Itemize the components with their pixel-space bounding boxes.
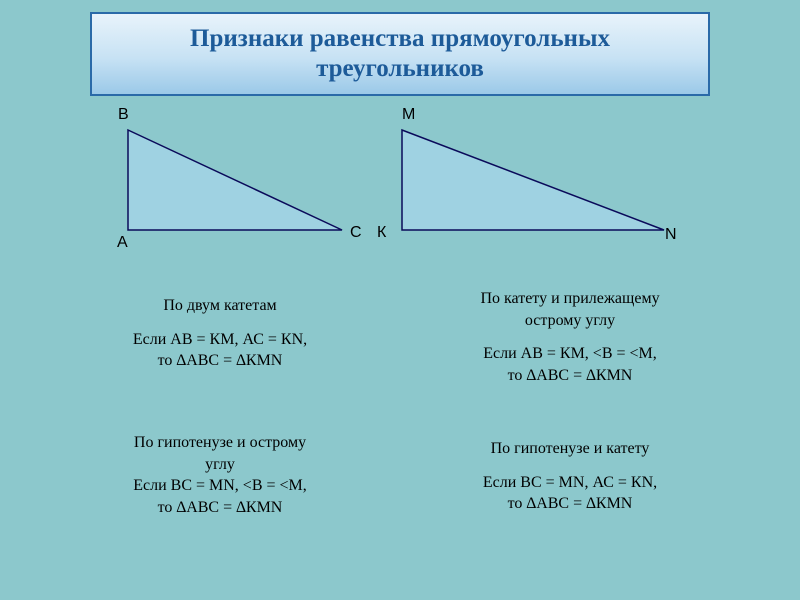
theorem-4-cond: Если ВС = МN, АС = КN,: [420, 472, 720, 494]
triangle-kmn: [392, 120, 672, 240]
theorem-3-res: то ∆АВС = ∆КМN: [80, 497, 360, 519]
title-line-2: треугольников: [316, 55, 484, 82]
theorem-1-res: то ∆АВС = ∆КМN: [80, 350, 360, 372]
triangle-kmn-poly: [402, 130, 664, 230]
theorem-3-cond: Если ВС = МN, <В = <М,: [80, 475, 360, 497]
slide-root: Признаки равенства прямоугольных треугол…: [0, 0, 800, 600]
theorem-2-res: то ∆АВС = ∆КМN: [420, 365, 720, 387]
theorem-1-title: По двум катетам: [80, 295, 360, 317]
vertex-label-k: К: [377, 224, 386, 242]
vertex-label-c: С: [350, 224, 362, 242]
theorem-leg-angle: По катету и прилежащему острому углу Есл…: [420, 288, 720, 386]
theorem-two-legs: По двум катетам Если АВ = КМ, АС = КN, т…: [80, 295, 360, 372]
title-box: Признаки равенства прямоугольных треугол…: [90, 12, 710, 96]
theorem-1-cond: Если АВ = КМ, АС = КN,: [80, 329, 360, 351]
theorem-4-title: По гипотенузе и катету: [420, 438, 720, 460]
theorem-4-res: то ∆АВС = ∆КМN: [420, 493, 720, 515]
triangle-abc: [118, 120, 348, 240]
vertex-label-m: М: [402, 106, 415, 124]
theorem-2-title-l2: острому углу: [420, 310, 720, 332]
vertex-label-n: N: [665, 226, 677, 244]
vertex-label-a: А: [117, 234, 128, 252]
theorem-hyp-leg: По гипотенузе и катету Если ВС = МN, АС …: [420, 438, 720, 515]
triangle-abc-poly: [128, 130, 342, 230]
title-line-1: Признаки равенства прямоугольных: [190, 25, 610, 52]
theorem-2-cond: Если АВ = КМ, <В = <М,: [420, 343, 720, 365]
theorem-2-title-l1: По катету и прилежащему: [420, 288, 720, 310]
theorem-hyp-angle: По гипотенузе и острому углу Если ВС = М…: [80, 432, 360, 518]
vertex-label-b: В: [118, 106, 129, 124]
theorem-3-title-l1: По гипотенузе и острому: [80, 432, 360, 454]
theorem-3-title-l2: углу: [80, 454, 360, 476]
